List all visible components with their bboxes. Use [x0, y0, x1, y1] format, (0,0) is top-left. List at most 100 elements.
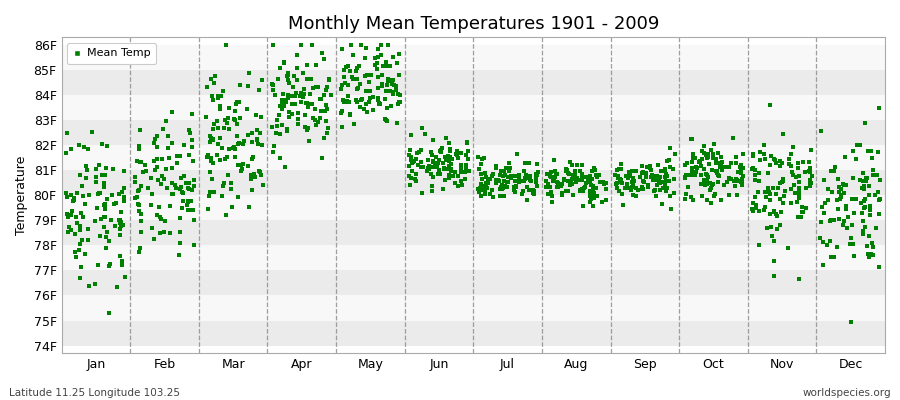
- Point: [404, 159, 419, 166]
- Point: [679, 172, 693, 178]
- Point: [410, 150, 425, 156]
- Point: [291, 110, 305, 116]
- Point: [301, 125, 315, 132]
- Point: [393, 92, 408, 98]
- Point: [763, 197, 778, 203]
- Point: [173, 215, 187, 221]
- Point: [781, 160, 796, 167]
- Point: [379, 88, 393, 94]
- Point: [520, 175, 535, 182]
- Point: [73, 172, 87, 178]
- Point: [301, 103, 315, 110]
- Point: [685, 165, 699, 172]
- Point: [614, 179, 628, 185]
- Point: [443, 148, 457, 154]
- Point: [378, 62, 392, 69]
- Point: [578, 184, 592, 190]
- Point: [373, 101, 387, 108]
- Point: [678, 162, 692, 168]
- Point: [357, 106, 372, 112]
- Point: [392, 99, 407, 106]
- Point: [211, 92, 225, 99]
- Point: [228, 154, 242, 160]
- Point: [359, 88, 374, 94]
- Point: [356, 96, 370, 102]
- Point: [728, 183, 742, 190]
- Point: [162, 229, 176, 236]
- Point: [408, 176, 422, 182]
- Point: [98, 234, 112, 240]
- Point: [865, 240, 879, 247]
- Point: [821, 197, 835, 203]
- Point: [231, 140, 246, 146]
- Point: [770, 185, 785, 192]
- Point: [622, 173, 636, 179]
- Point: [595, 199, 609, 206]
- Point: [89, 205, 104, 212]
- Point: [130, 158, 144, 164]
- Point: [245, 156, 259, 162]
- Point: [829, 197, 843, 204]
- Point: [770, 226, 784, 232]
- Point: [472, 184, 487, 191]
- Point: [371, 46, 385, 53]
- Point: [544, 189, 558, 195]
- Point: [77, 251, 92, 257]
- Point: [824, 254, 839, 260]
- Bar: [61, 170, 885, 195]
- Point: [431, 160, 446, 166]
- Point: [454, 169, 468, 176]
- Point: [653, 168, 668, 174]
- Point: [566, 174, 580, 181]
- Point: [380, 82, 394, 88]
- Point: [642, 184, 656, 191]
- Point: [76, 183, 90, 189]
- Point: [228, 108, 242, 114]
- Point: [760, 184, 775, 191]
- Point: [751, 189, 765, 196]
- Point: [99, 229, 113, 235]
- Point: [802, 159, 816, 165]
- Point: [273, 65, 287, 71]
- Point: [116, 222, 130, 228]
- Point: [651, 162, 665, 168]
- Point: [633, 174, 647, 180]
- Point: [321, 124, 336, 131]
- Point: [391, 101, 405, 107]
- Point: [659, 185, 673, 192]
- Point: [239, 106, 254, 112]
- Point: [67, 197, 81, 203]
- Point: [335, 124, 349, 131]
- Point: [98, 206, 112, 212]
- Point: [529, 183, 544, 189]
- Point: [220, 120, 234, 126]
- Point: [551, 180, 565, 186]
- Point: [803, 179, 817, 185]
- Point: [212, 124, 226, 131]
- Point: [543, 184, 557, 190]
- Point: [159, 166, 174, 172]
- Point: [853, 177, 868, 183]
- Point: [588, 194, 602, 201]
- Point: [497, 167, 511, 174]
- Point: [570, 174, 584, 181]
- Point: [816, 176, 831, 183]
- Point: [543, 173, 557, 180]
- Point: [341, 98, 356, 105]
- Point: [319, 87, 333, 93]
- Point: [734, 179, 749, 186]
- Point: [68, 195, 82, 201]
- Point: [862, 212, 877, 218]
- Point: [233, 168, 248, 174]
- Point: [277, 164, 292, 170]
- Point: [688, 163, 703, 170]
- Point: [182, 152, 196, 159]
- Point: [659, 188, 673, 194]
- Point: [266, 42, 280, 48]
- Point: [507, 184, 521, 191]
- Point: [428, 160, 442, 166]
- Point: [96, 180, 111, 186]
- Point: [518, 176, 532, 182]
- Point: [346, 76, 361, 82]
- Point: [300, 62, 314, 68]
